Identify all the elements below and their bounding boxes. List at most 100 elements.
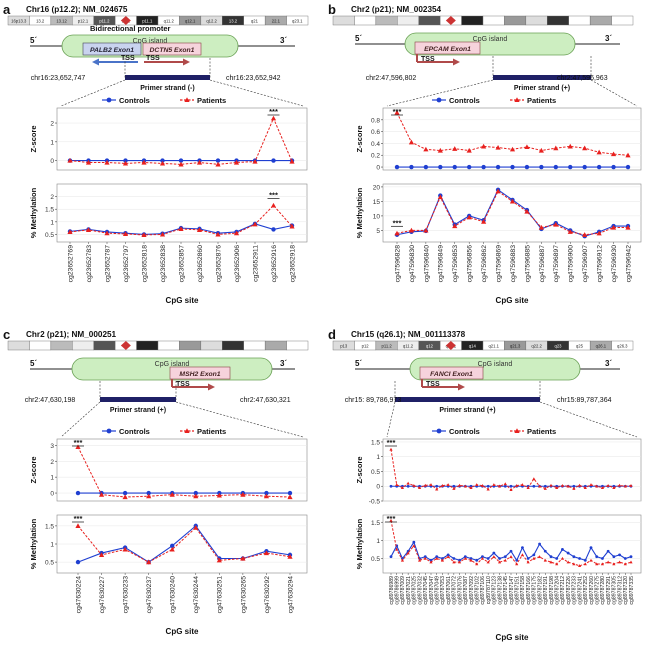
patients-data-point — [389, 447, 393, 451]
karyotype-band-label: q12 — [426, 344, 434, 349]
controls-data-point — [601, 557, 604, 560]
x-tick-label: cg89786999 — [395, 576, 401, 605]
patients-data-point — [98, 552, 105, 557]
legend-controls-marker — [436, 97, 442, 103]
patients-data-point — [537, 484, 542, 488]
karyotype-band-label: q26.3 — [617, 344, 628, 349]
karyotype-band — [397, 15, 419, 26]
controls-data-point — [264, 490, 269, 496]
patients-data-point — [623, 562, 627, 566]
controls-data-point — [458, 558, 461, 562]
plot-frame — [382, 183, 642, 243]
significance-marker: *** — [269, 190, 278, 199]
patients-data-point — [193, 493, 199, 499]
x-tick-label: cg89787233 — [572, 576, 578, 605]
patients-data-point — [481, 143, 487, 149]
karyotype-band-label: q21.1 — [488, 344, 499, 349]
controls-data-point — [412, 540, 416, 544]
x-tick-label: cg89787291 — [606, 576, 612, 605]
x-tick-label: cg89787123 — [492, 576, 498, 605]
patients-data-point — [606, 484, 610, 487]
y-tick-label: 0.5 — [45, 560, 54, 567]
patients-data-point — [566, 484, 570, 488]
x-tick-label: cg47596930 — [611, 245, 618, 283]
patients-data-point — [463, 556, 467, 560]
controls-data-point — [122, 490, 128, 496]
x-axis-label: CpG site — [166, 296, 199, 305]
zoom-line — [175, 401, 304, 438]
primer-strand-bar — [125, 75, 210, 80]
patients-data-point — [617, 483, 622, 487]
patients-data-point — [287, 494, 293, 500]
patients-data-point — [582, 232, 588, 237]
x-tick-label: cg47596862 — [481, 245, 488, 283]
patients-data-point — [146, 559, 152, 565]
patients-data-point — [85, 159, 92, 165]
y-tick-label: 1 — [50, 139, 54, 146]
exon-label: MSH2 Exon1 — [179, 371, 220, 378]
karyotype-band-label: p12.1 — [78, 19, 89, 24]
panel-letter: d — [328, 327, 336, 342]
controls-data-point — [452, 484, 456, 488]
patients-data-point — [600, 486, 605, 489]
patients-data-point — [395, 483, 399, 487]
exon-box — [82, 42, 142, 56]
patients-data-point — [216, 557, 222, 563]
controls-data-point — [625, 164, 631, 170]
controls-data-point — [170, 543, 175, 549]
patients-data-point — [98, 492, 105, 497]
controls-data-point — [566, 551, 570, 555]
x-tick-label: cg47596887 — [539, 245, 546, 283]
legend-controls-label: Controls — [449, 96, 480, 105]
patients-data-point — [582, 145, 588, 151]
x-tick-label: cg89787320 — [623, 576, 629, 605]
three-prime-label: 3´ — [280, 36, 287, 45]
patients-data-point — [475, 483, 479, 487]
y-tick-label: 1.5 — [371, 439, 380, 446]
patients-data-point — [538, 224, 544, 230]
patients-data-point — [233, 230, 240, 236]
zoom-line — [539, 401, 638, 438]
karyotype-band — [568, 15, 591, 26]
controls-data-point — [123, 158, 128, 163]
karyotype-band — [179, 340, 202, 351]
x-axis-label: CpG site — [166, 627, 199, 636]
panel-title: Chr2 (p21); NM_002354 — [351, 5, 442, 14]
karyotype-band-label: p13 — [340, 344, 348, 349]
karyotype-band-label: q21.3 — [510, 344, 521, 349]
karyotype-band — [7, 340, 30, 351]
exon-box — [419, 366, 484, 380]
zscore-subplot: 0 1 2 3 Z-score *** — [29, 438, 308, 502]
karyotype-band — [136, 340, 159, 351]
patients-data-point — [122, 494, 128, 500]
controls-data-point — [469, 557, 473, 560]
patients-data-point — [553, 222, 559, 227]
controls-data-point — [446, 553, 450, 557]
legend-controls-label: Controls — [449, 427, 480, 436]
karyotype-band-label: 13.2 — [36, 19, 45, 24]
karyotype-band-label: q12.1 — [185, 19, 196, 24]
patients-data-point — [480, 556, 485, 560]
controls-data-point — [623, 557, 627, 560]
patients-data-point — [486, 487, 490, 491]
y-tick-label: 2 — [50, 194, 54, 201]
patients-data-point — [146, 493, 152, 499]
controls-data-point — [561, 548, 564, 551]
x-tick-label: cg89787025 — [412, 576, 418, 605]
y-tick-label: 0 — [376, 165, 380, 172]
patients-data-point — [503, 482, 507, 486]
primer-strand-bar — [395, 397, 540, 402]
panel-letter: b — [328, 2, 336, 17]
controls-data-point — [553, 164, 559, 170]
patients-series-line — [77, 525, 291, 563]
y-tick-label: 0.2 — [371, 153, 380, 160]
controls-data-point — [583, 558, 587, 562]
controls-data-point — [406, 484, 410, 488]
patients-data-point — [289, 158, 295, 164]
legend-patients-marker — [514, 428, 520, 433]
controls-data-point — [271, 158, 276, 163]
y-axis-label: % Methylation — [29, 518, 38, 569]
primer-strand-bar — [493, 75, 591, 80]
patients-data-point — [215, 231, 221, 237]
